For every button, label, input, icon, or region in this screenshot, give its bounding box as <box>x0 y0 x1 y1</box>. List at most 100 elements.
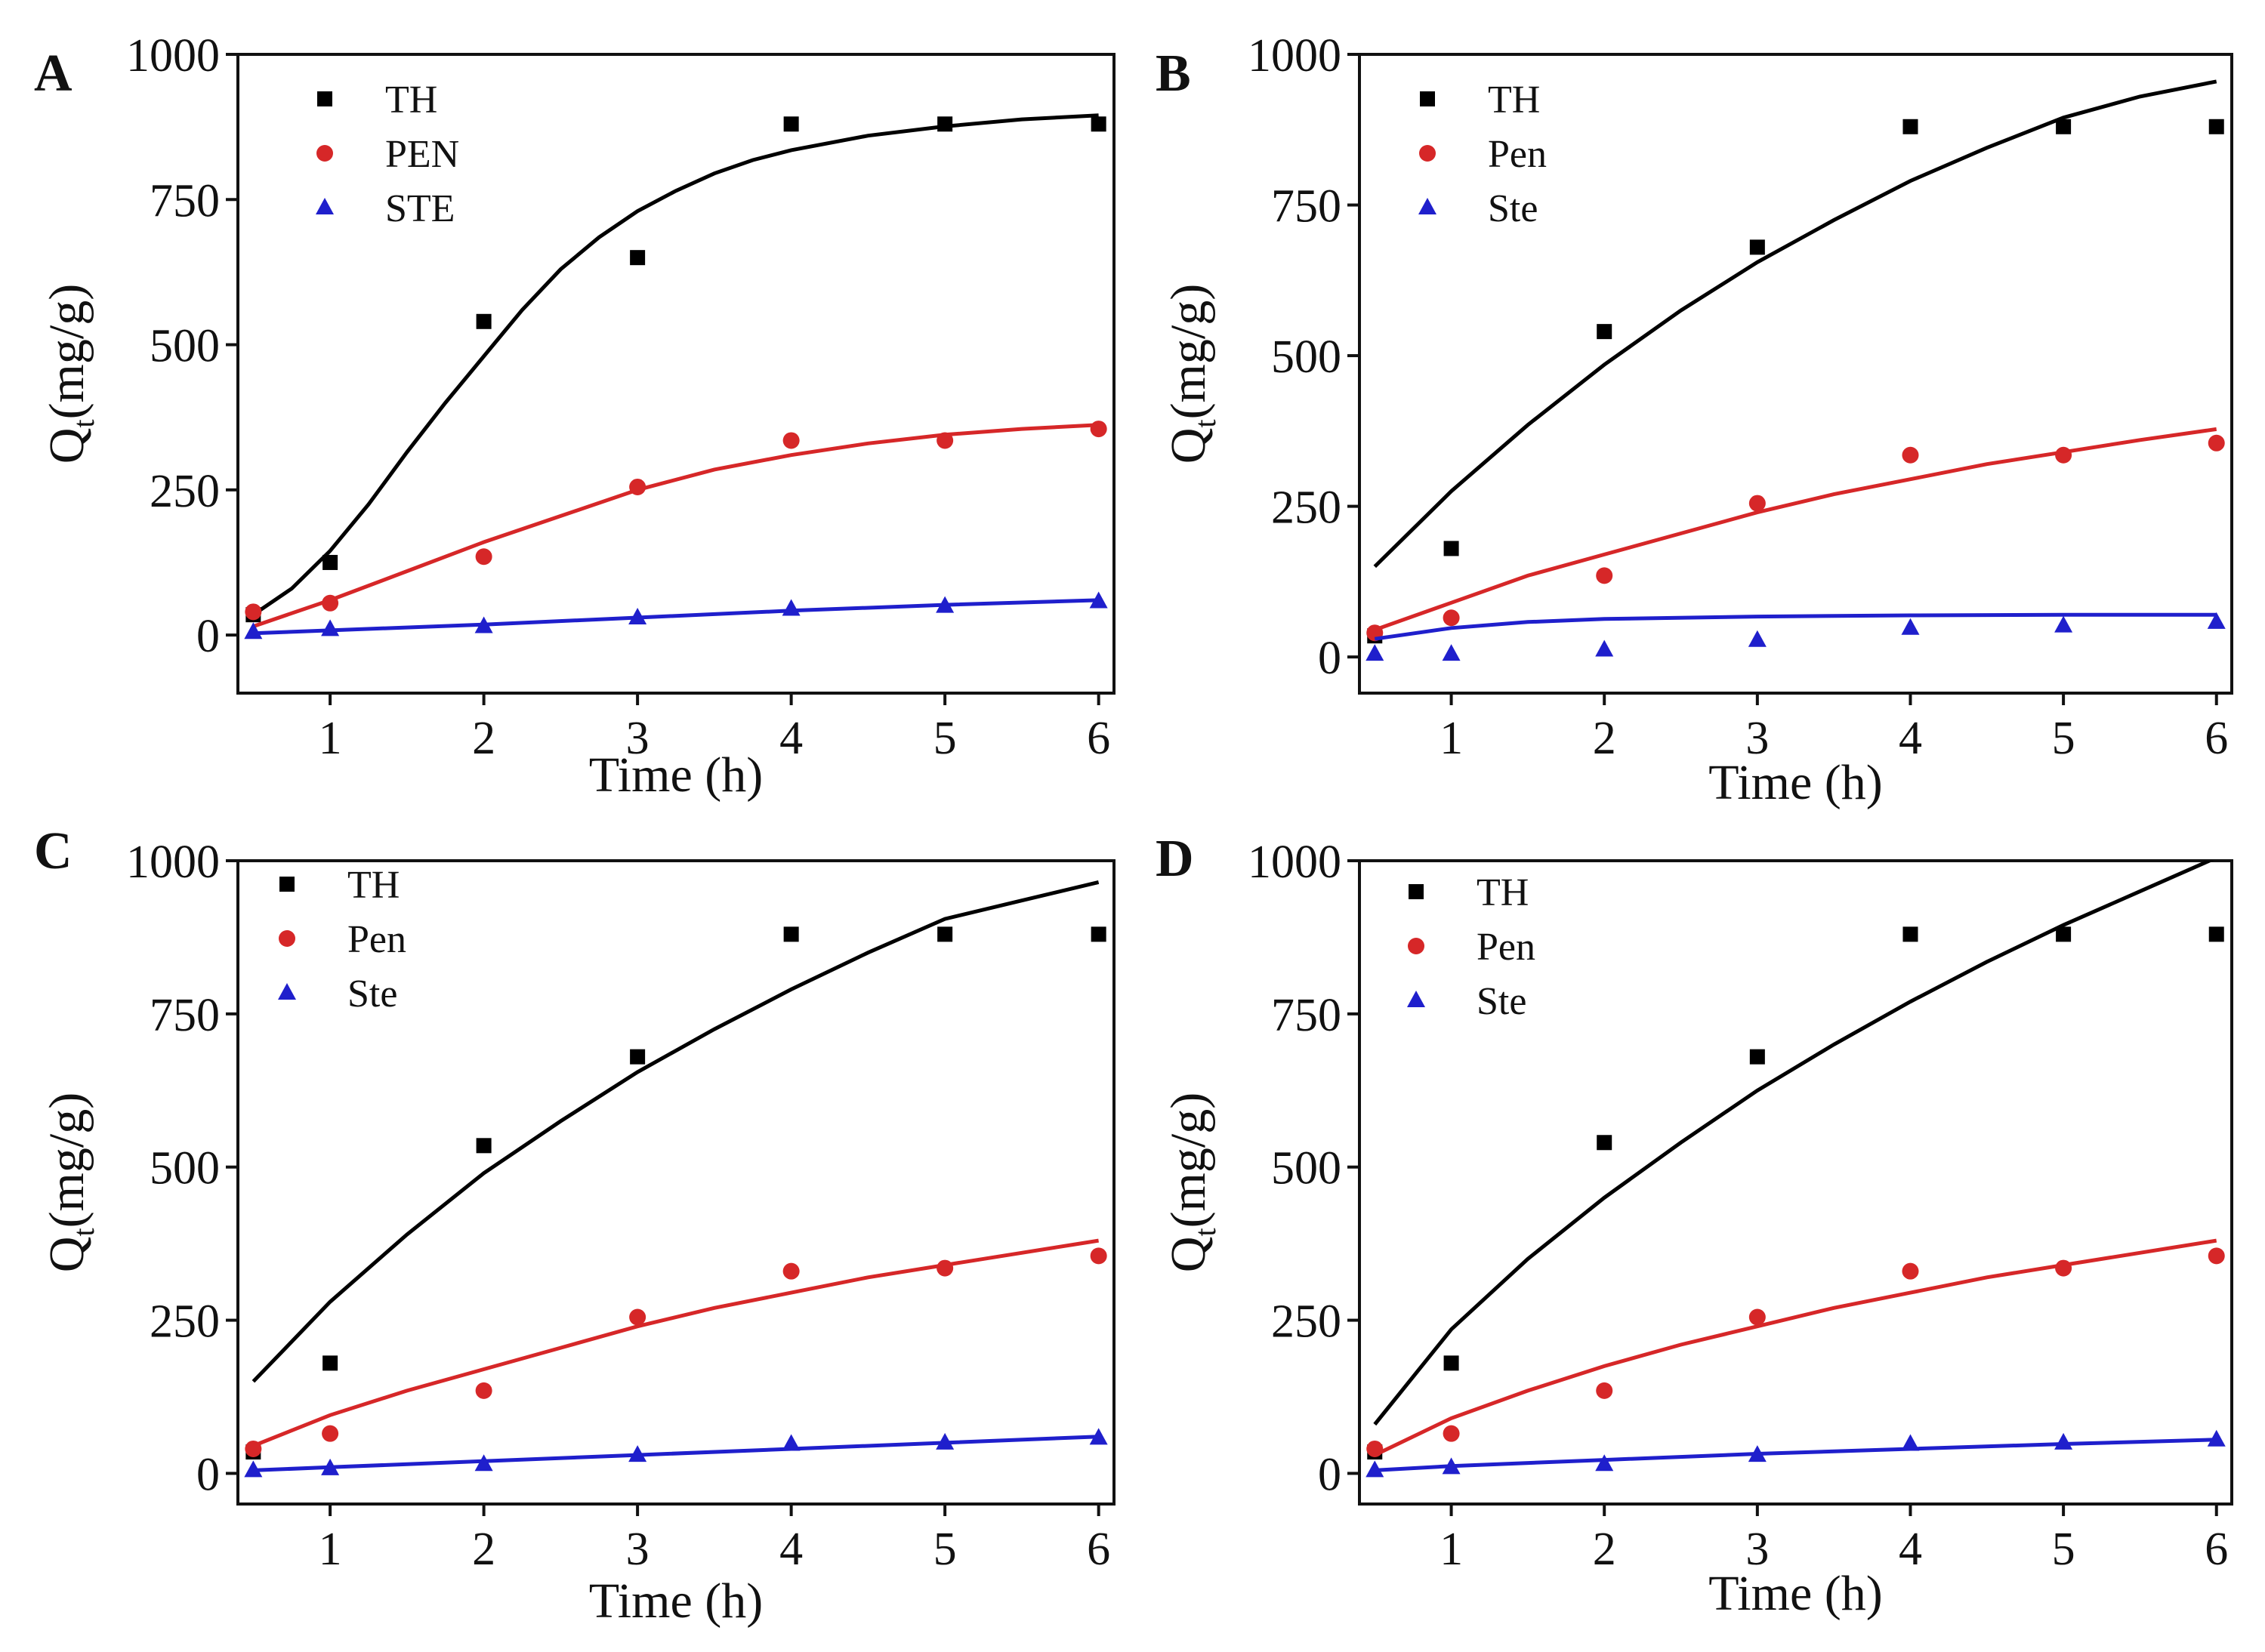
panel-b-legend-th-label: TH <box>1488 79 1540 122</box>
panel-d-th-data-point <box>1443 1355 1459 1371</box>
panel-a-pen-data-point <box>937 432 954 449</box>
panel-a: 1 2 3 4 5 6 0 250 500 750 1000 Time (h) Qt(mg/g) A TH P… <box>34 30 1116 803</box>
panel-a-y-tick-label: 500 <box>150 321 220 372</box>
panel-d-axes-frame <box>1358 859 2233 1506</box>
panel-b-axes-frame <box>1358 53 2233 695</box>
panel-d-y-axis-label: Qt(mg/g) <box>1161 1093 1222 1272</box>
panel-a-legend-th-label: TH <box>385 79 437 122</box>
y-label-subscript: t <box>66 1228 100 1236</box>
panel-c-pen-data-point <box>245 1440 262 1457</box>
panel-b-y-tick-label: 750 <box>1271 181 1341 233</box>
panel-a-th-data-point <box>476 313 492 329</box>
panel-a-y-tick-label: 0 <box>196 611 220 662</box>
panel-b-th-data-point <box>1443 541 1459 556</box>
panel-a-legend-pen-marker <box>316 145 333 162</box>
panel-c-th-data-point <box>1091 926 1106 942</box>
panel-c-th-data-point <box>476 1138 492 1154</box>
panel-d-th-data-point <box>1749 1049 1765 1065</box>
panel-c-legend-pen-marker <box>279 930 295 947</box>
panel-a-th-data-point <box>937 116 953 132</box>
panel-a-pen-data-point <box>475 548 492 566</box>
panel-b-th-data-point <box>2208 119 2224 134</box>
panel-b-pen-data-point <box>1443 609 1460 627</box>
panel-a-x-tick-label: 5 <box>933 713 957 764</box>
panel-c-x-tick-label: 6 <box>1087 1524 1110 1575</box>
panel-c-x-tick-label: 1 <box>319 1524 342 1575</box>
panel-b-y-tick-label: 1000 <box>1248 30 1341 82</box>
panel-d-ste-data-point <box>1442 1457 1461 1475</box>
panel-d-x-tick-label: 5 <box>2052 1524 2075 1575</box>
panel-b-ste-fit-line <box>1374 612 2217 641</box>
panel-d-y-tick-label: 750 <box>1271 990 1341 1041</box>
panel-a-x-axis-label: Time (h) <box>589 747 763 803</box>
panel-c-ste-data-point <box>474 1454 493 1472</box>
panel-d-pen-data-point <box>1596 1382 1613 1399</box>
y-label-unit: (mg/g) <box>39 1093 94 1228</box>
panel-c-y-tick-label: 250 <box>150 1296 220 1348</box>
panel-c-pen-fit-line <box>252 1238 1099 1448</box>
panel-a-x-tick-label: 3 <box>626 713 650 764</box>
y-label-main: Q <box>1161 1237 1216 1273</box>
panel-c-ste-data-point <box>628 1445 647 1462</box>
panel-c-th-data-point <box>630 1049 646 1065</box>
panel-a-pen-data-point <box>629 478 646 495</box>
panel-b-pen-fit-line <box>1374 427 2217 632</box>
panel-b-x-axis-label: Time (h) <box>1708 755 1882 810</box>
panel-c-x-axis-label: Time (h) <box>589 1573 763 1629</box>
y-label-main: Q <box>39 428 94 464</box>
panel-c-ste-data-point <box>321 1458 340 1475</box>
panel-d-pen-data-point <box>1748 1308 1766 1326</box>
y-label-unit: (mg/g) <box>1161 1093 1216 1228</box>
panel-d-legend-th-marker <box>1409 884 1424 899</box>
panel-c-th-data-point <box>783 926 799 942</box>
panel-c-legend-th-marker <box>279 877 295 892</box>
panel-c-x-tick-label: 5 <box>933 1524 957 1575</box>
panel-b-legend-pen-marker <box>1419 145 1436 162</box>
panel-c-pen-data-point <box>937 1259 954 1277</box>
panel-b-th-fit-line <box>1373 79 2217 569</box>
panel-c-pen-data-point <box>322 1425 339 1442</box>
panel-a-th-data-point <box>783 116 799 132</box>
panel-d-ste-data-point <box>1901 1434 1920 1451</box>
panel-a-legend-th-marker <box>317 91 332 106</box>
panel-c-ste-data-point <box>1089 1428 1108 1445</box>
panel-a-y-axis-label: Qt(mg/g) <box>39 284 100 464</box>
panel-a-y-tick-label: 250 <box>150 466 220 517</box>
panel-a-ste-data-point <box>628 608 647 625</box>
panel-d-th-data-point <box>2056 926 2072 942</box>
panel-a-legend-ste-label: STE <box>385 187 455 230</box>
panel-d-ste-data-point <box>1748 1445 1767 1462</box>
panel-a-x-tick-label: 1 <box>319 713 342 764</box>
panel-a-letter: A <box>34 45 73 103</box>
panel-c-legend-pen-label: Pen <box>347 918 406 961</box>
panel-d-th-data-point <box>2208 926 2224 942</box>
panel-d-y-tick-label: 1000 <box>1248 837 1341 888</box>
panel-b-legend-th-marker <box>1420 91 1435 106</box>
panel-c-legend-ste-label: Ste <box>347 972 397 1016</box>
panel-c-legend-th-label: TH <box>347 864 400 907</box>
panel-d-pen-data-point <box>1366 1440 1384 1457</box>
panel-b-ste-data-point <box>1748 630 1767 647</box>
panel-d-ste-data-point <box>1365 1460 1384 1478</box>
panel-a-pen-fit-line <box>252 423 1099 628</box>
panel-d-x-axis-label: Time (h) <box>1708 1566 1882 1621</box>
panel-a-th-fit-line <box>251 113 1099 617</box>
panel-c-x-tick-label: 3 <box>626 1524 650 1575</box>
panel-a-axes-frame <box>236 53 1116 695</box>
panel-d-y-tick-label: 500 <box>1271 1143 1341 1194</box>
panel-c-th-data-point <box>937 926 953 942</box>
panel-c-letter: C <box>34 822 73 880</box>
panel-a-pen-data-point <box>1090 421 1107 438</box>
panel-a-x-tick-label: 6 <box>1087 713 1110 764</box>
panel-d-pen-data-point <box>1443 1425 1460 1442</box>
panel-c-x-tick-label: 4 <box>779 1524 803 1575</box>
panel-d-th-data-point <box>1597 1135 1612 1151</box>
panel-d-pen-data-point <box>1902 1262 1919 1280</box>
panel-d-th-fit-line <box>1373 861 2214 1426</box>
y-label-subscript: t <box>1188 1228 1222 1236</box>
panel-b-legend-ste-marker <box>1418 198 1436 214</box>
panel-a-y-tick-label: 750 <box>150 175 220 227</box>
panel-c-pen-data-point <box>782 1262 800 1280</box>
panel-b-x-tick-label: 4 <box>1899 713 1922 764</box>
